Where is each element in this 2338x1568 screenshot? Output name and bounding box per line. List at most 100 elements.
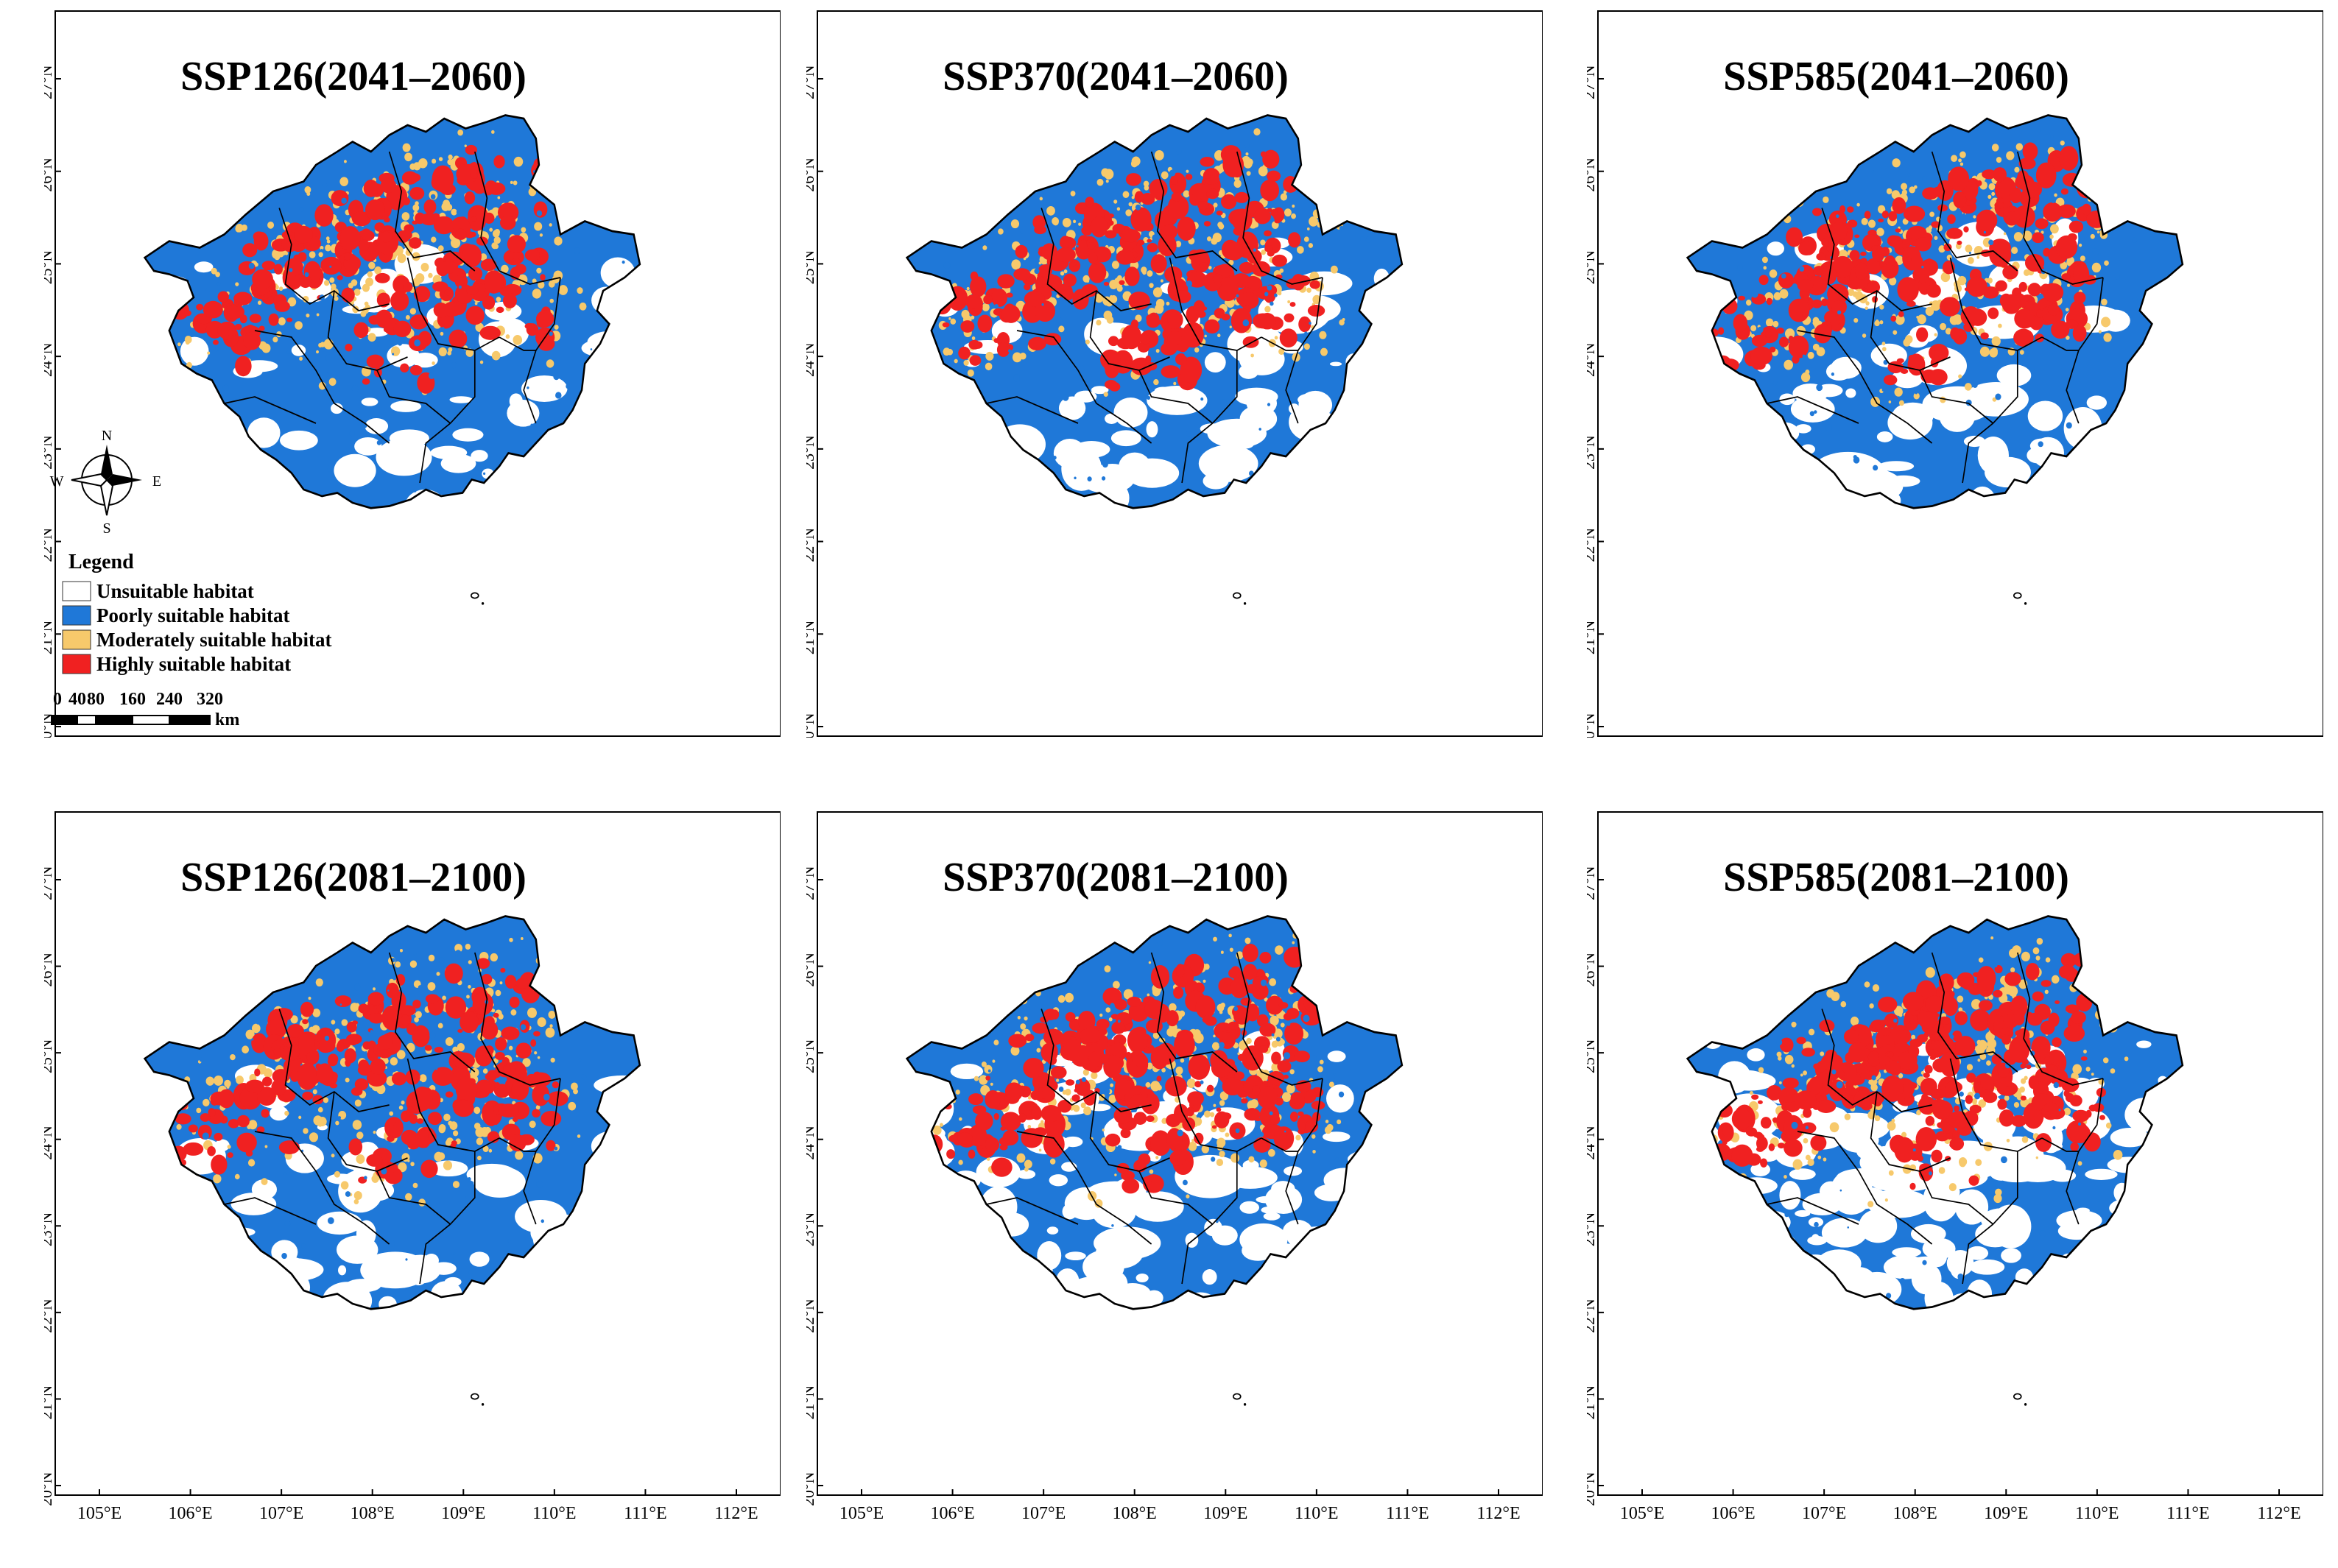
high-patch	[1768, 1143, 1775, 1151]
moderate-patch	[1749, 1091, 1753, 1095]
unsuitable-patch	[1113, 398, 1148, 428]
high-patch	[1948, 991, 1955, 997]
high-patch	[1934, 350, 1943, 357]
moderate-patch	[1291, 213, 1297, 219]
high-patch	[1803, 1108, 1812, 1118]
high-patch	[286, 317, 293, 322]
unsuitable-patch	[1867, 1189, 1930, 1218]
moderate-patch	[1155, 348, 1160, 353]
high-patch	[2010, 995, 2028, 1017]
prefecture-boundary	[1949, 257, 2043, 351]
prefecture-boundary	[986, 1197, 1079, 1225]
moderate-patch	[1925, 306, 1934, 317]
longitude-label: 105°E	[77, 1504, 122, 1523]
high-patch	[1777, 1143, 1786, 1149]
latitude-label: 22°N	[44, 1299, 55, 1333]
moderate-patch	[2091, 1073, 2094, 1076]
prefecture-boundary	[1919, 370, 1994, 424]
high-patch	[367, 992, 384, 1006]
high-patch	[1271, 1051, 1281, 1064]
longitude-label: 112°E	[2257, 1504, 2300, 1523]
moderate-patch	[1253, 222, 1259, 228]
high-patch	[2021, 1059, 2029, 1065]
islands	[1232, 592, 1247, 605]
high-patch	[1244, 1108, 1261, 1121]
moderate-patch	[390, 1057, 398, 1066]
high-patch	[368, 1013, 384, 1024]
moderate-patch	[465, 273, 469, 277]
moderate-patch	[438, 347, 447, 356]
high-patch	[468, 266, 483, 281]
high-patch	[1970, 1009, 1990, 1031]
latitude-label: 22°N	[44, 528, 55, 562]
moderate-patch	[1864, 981, 1870, 988]
high-patch	[300, 1001, 314, 1017]
islands	[470, 1393, 485, 1406]
moderate-patch	[304, 186, 311, 194]
latitude-label: 23°N	[44, 1212, 55, 1246]
latitude-label: 23°N	[1587, 1212, 1598, 1246]
high-patch	[942, 322, 950, 328]
latitude-label: 26°N	[44, 953, 55, 987]
high-patch	[1059, 236, 1077, 250]
moderate-patch	[1169, 1003, 1177, 1012]
high-patch	[1065, 1011, 1076, 1022]
unsuitable-patch	[1790, 395, 1835, 423]
prefecture-boundary	[1089, 1091, 1170, 1172]
unsuitable-patch	[1911, 1262, 1942, 1295]
moderate-patch	[1989, 347, 1998, 358]
high-patch	[334, 995, 352, 1007]
moderate-patch	[1143, 180, 1149, 187]
moderate-patch	[1161, 1067, 1166, 1073]
moderate-patch	[998, 228, 1004, 235]
high-patch	[1228, 1021, 1239, 1030]
high-patch	[2063, 1025, 2085, 1042]
moderate-patch	[224, 1079, 231, 1088]
moderate-patch	[1977, 1059, 1981, 1062]
high-patch	[513, 1032, 519, 1036]
unsuitable-patch	[1017, 1169, 1036, 1179]
high-patch	[1947, 214, 1956, 225]
moderate-patch	[1154, 150, 1164, 160]
prefecture-boundary	[1931, 952, 2018, 1073]
moderate-patch	[513, 156, 524, 167]
prefecture-boundary	[406, 1058, 500, 1152]
moderate-patch	[2036, 938, 2043, 945]
high-patch	[1056, 247, 1076, 263]
high-patch	[387, 1119, 396, 1126]
moderate-patch	[1840, 1001, 1847, 1008]
moderate-patch	[1201, 1145, 1210, 1154]
unsuitable-patch	[1779, 1181, 1801, 1210]
unsuitable-patch	[1091, 386, 1109, 395]
moderate-patch	[448, 154, 453, 160]
moderate-patch	[1027, 1124, 1032, 1129]
moderate-patch	[2011, 247, 2018, 255]
unsuitable-patch	[317, 1211, 362, 1235]
high-patch	[1778, 1089, 1799, 1103]
moderate-patch	[992, 1059, 996, 1063]
high-patch	[1132, 1054, 1149, 1067]
high-patch	[1881, 247, 1890, 257]
moderate-patch	[1102, 296, 1111, 306]
moderate-patch	[1892, 158, 1901, 168]
high-patch	[406, 1106, 415, 1116]
moderate-patch	[272, 336, 278, 343]
high-patch	[415, 1129, 432, 1148]
high-patch	[1758, 1100, 1763, 1104]
moderate-patch	[489, 227, 493, 232]
moderate-patch	[1750, 325, 1757, 332]
high-patch	[973, 341, 983, 349]
moderate-patch	[2060, 261, 2068, 269]
high-patch	[1884, 1013, 1899, 1028]
high-patch	[401, 1014, 410, 1026]
high-patch	[207, 1146, 216, 1156]
high-patch	[1925, 995, 1945, 1013]
moderate-patch	[316, 350, 320, 354]
high-patch	[476, 958, 490, 970]
high-patch	[251, 1033, 267, 1053]
high-patch	[1260, 180, 1280, 202]
high-patch	[227, 1152, 233, 1159]
high-patch	[1802, 311, 1808, 317]
moderate-patch	[1931, 300, 1941, 311]
moderate-patch	[353, 289, 361, 296]
